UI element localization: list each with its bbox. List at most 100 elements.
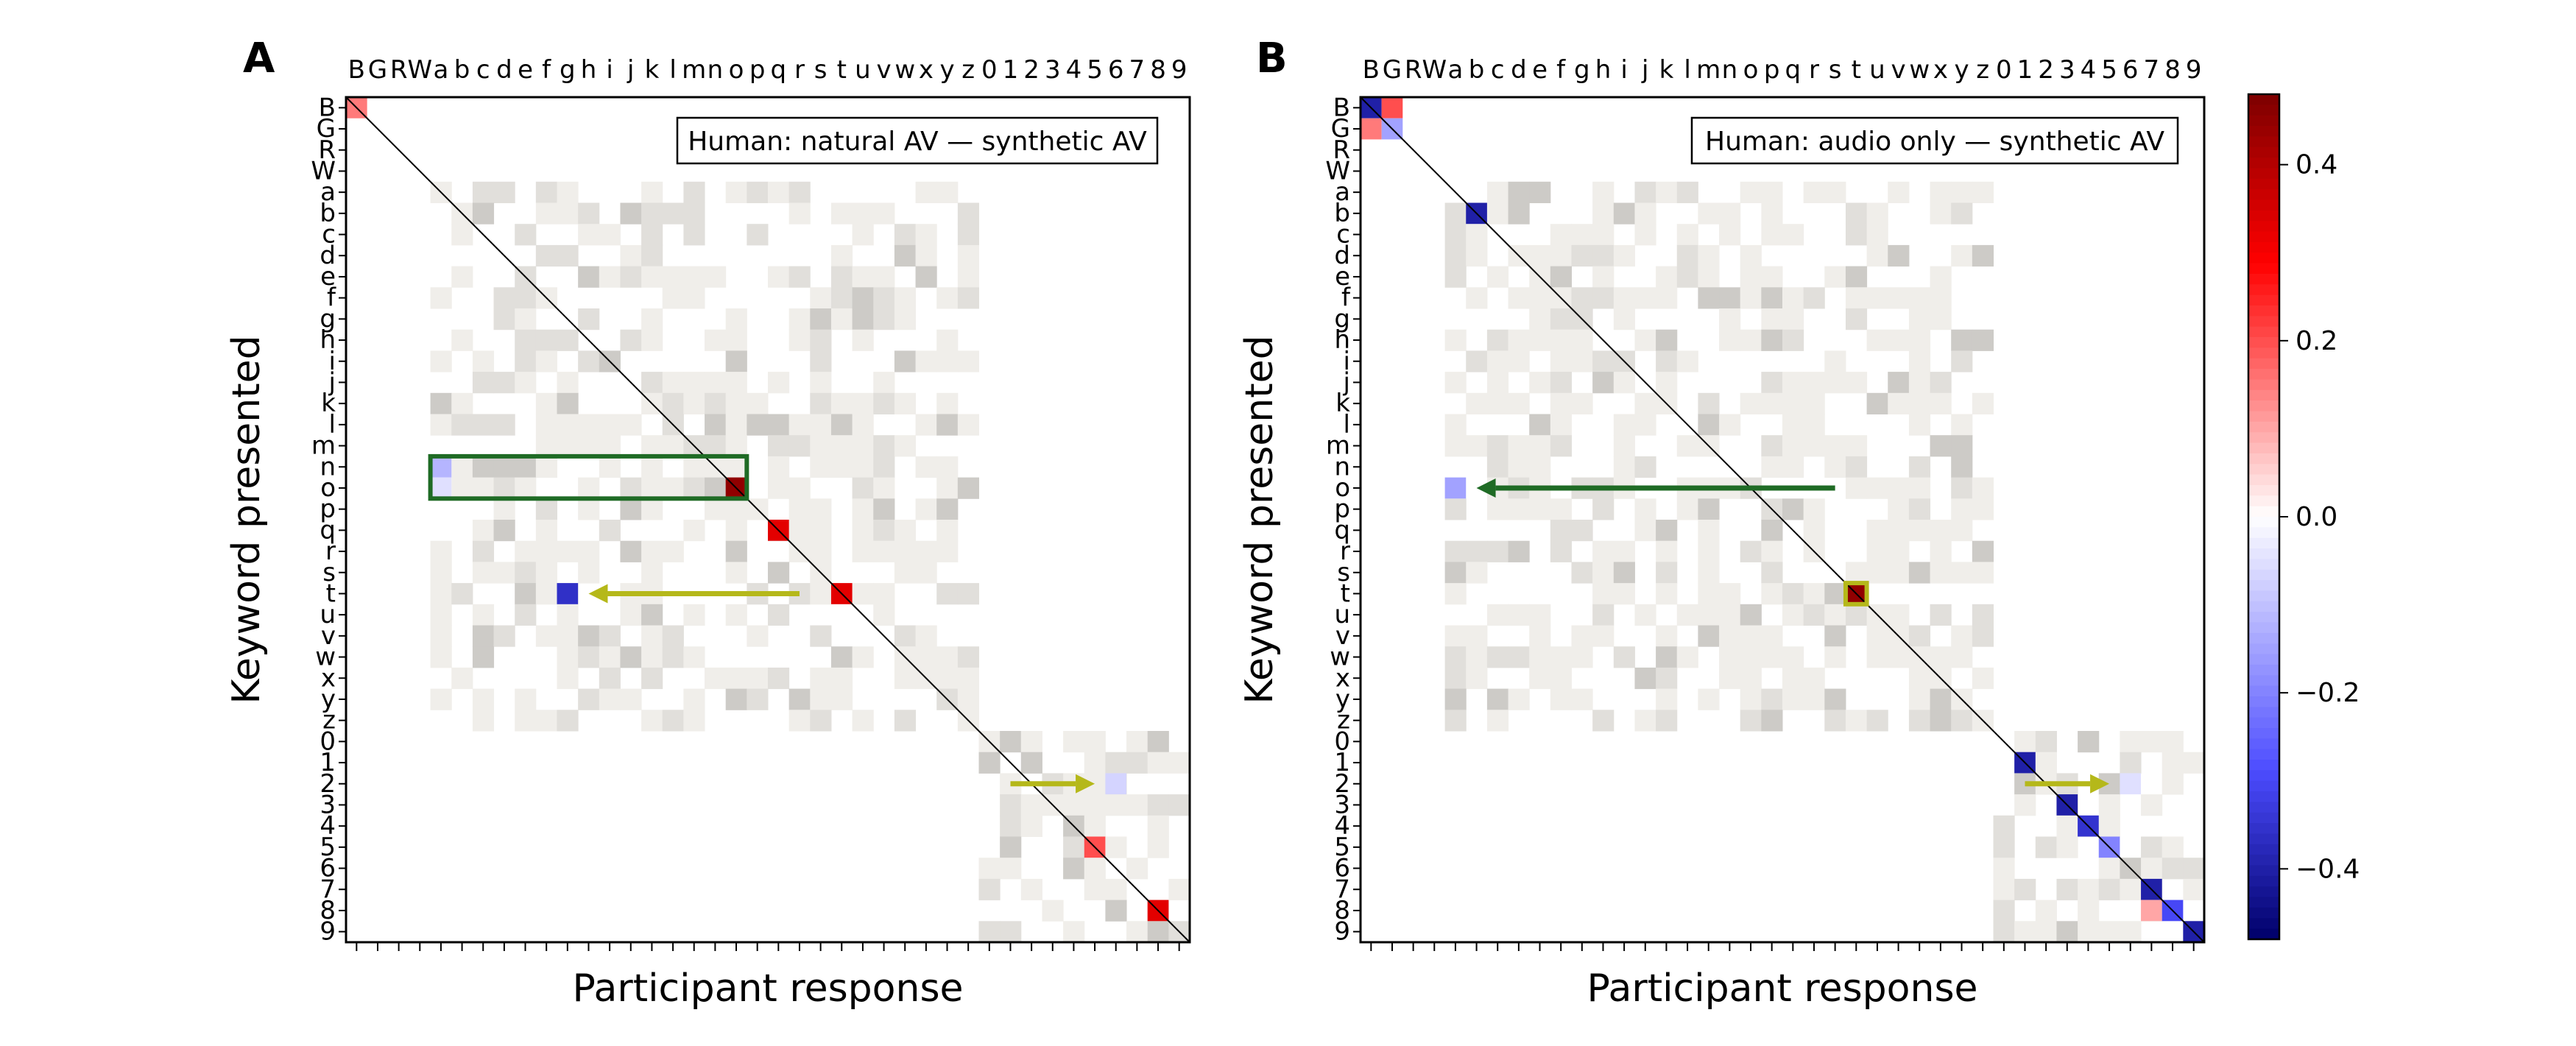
background-cell xyxy=(915,498,937,520)
background-cell xyxy=(1550,308,1572,331)
background-cell xyxy=(430,562,452,584)
background-cell xyxy=(599,456,621,478)
x-tick-label: p xyxy=(749,55,766,85)
background-cell xyxy=(1147,794,1169,816)
background-cell xyxy=(1613,456,1635,478)
background-cell xyxy=(1698,562,1720,584)
background-cell xyxy=(2035,752,2057,774)
background-cell xyxy=(747,224,769,246)
background-cell xyxy=(662,477,684,499)
x-tick-label: v xyxy=(1891,55,1906,85)
colorbar-segment xyxy=(2248,411,2279,423)
colorbar-segment xyxy=(2248,865,2279,877)
background-cell xyxy=(830,392,853,414)
background-cell xyxy=(1508,202,1530,225)
background-cell xyxy=(1782,688,1804,710)
background-cell xyxy=(1908,287,1931,309)
background-cell xyxy=(1126,752,1148,774)
background-cell xyxy=(2098,878,2120,901)
background-cell xyxy=(768,266,790,288)
background-cell xyxy=(873,202,895,225)
background-cell xyxy=(1761,224,1783,246)
background-cell xyxy=(430,625,452,647)
background-cell xyxy=(1529,625,1551,647)
background-cell xyxy=(2183,752,2205,774)
background-cell xyxy=(2014,731,2036,753)
y-tick-label: a xyxy=(1335,177,1350,207)
background-cell xyxy=(1719,646,1741,668)
background-cell xyxy=(1529,329,1551,351)
y-tick-label: v xyxy=(321,621,336,651)
background-cell xyxy=(1803,435,1825,457)
background-cell xyxy=(1908,329,1931,351)
background-cell xyxy=(472,625,495,647)
background-cell xyxy=(620,540,642,562)
background-cell xyxy=(1761,435,1783,457)
x-tick-label: B xyxy=(348,55,365,85)
plot-frame xyxy=(345,96,1191,944)
colorbar-segment xyxy=(2248,537,2279,549)
background-cell xyxy=(683,710,705,732)
background-cell xyxy=(1634,329,1656,351)
background-cell xyxy=(535,710,557,732)
background-cell xyxy=(1845,604,1868,626)
background-cell xyxy=(936,477,959,499)
background-cell xyxy=(1930,266,1952,288)
background-cell xyxy=(1908,688,1931,710)
background-cell xyxy=(1000,731,1022,753)
background-cell xyxy=(1529,308,1551,331)
background-cell xyxy=(705,266,727,288)
background-cell xyxy=(1508,181,1530,203)
heatmap-cell-t-g xyxy=(557,583,579,604)
background-cell xyxy=(451,414,473,436)
y-tick-label: 3 xyxy=(320,790,336,819)
colorbar-segment xyxy=(2248,115,2279,127)
y-tick-label: s xyxy=(1337,558,1350,587)
background-cell xyxy=(1761,372,1783,394)
background-cell xyxy=(1529,414,1551,436)
background-cell xyxy=(1529,456,1551,478)
background-cell xyxy=(641,646,663,668)
background-cell xyxy=(852,392,874,414)
background-cell xyxy=(620,329,642,351)
background-cell xyxy=(1000,858,1022,880)
background-cell xyxy=(451,667,473,690)
x-tick-label: f xyxy=(542,55,551,85)
x-tick-label: r xyxy=(794,55,805,85)
y-tick-label: 5 xyxy=(1334,833,1350,862)
x-tick-label: i xyxy=(606,55,613,85)
x-tick-label: W xyxy=(407,55,432,85)
background-cell xyxy=(1656,181,1678,203)
background-cell xyxy=(1908,456,1931,478)
x-tick-label: 8 xyxy=(1150,55,1166,85)
background-cell xyxy=(1550,350,1572,372)
background-cell xyxy=(493,372,515,394)
background-cell xyxy=(768,667,790,690)
background-cell xyxy=(810,435,832,457)
highlight-arrow-head xyxy=(2090,774,2110,794)
background-cell xyxy=(915,540,937,562)
x-tick-label: G xyxy=(368,55,387,85)
background-cell xyxy=(1571,625,1593,647)
background-cell xyxy=(1782,667,1804,690)
background-cell xyxy=(662,646,684,668)
background-cell xyxy=(472,181,495,203)
background-cell xyxy=(1466,244,1488,267)
background-cell xyxy=(1930,435,1952,457)
background-cell xyxy=(788,308,811,331)
background-cell xyxy=(578,414,600,436)
background-cell xyxy=(535,244,557,267)
y-tick-label: u xyxy=(320,600,336,629)
background-cell xyxy=(662,266,684,288)
background-cell xyxy=(620,646,642,668)
background-cell xyxy=(725,540,747,562)
background-cell xyxy=(1486,710,1509,732)
background-cell xyxy=(1803,520,1825,542)
background-cell xyxy=(1656,329,1678,351)
background-cell xyxy=(557,710,579,732)
background-cell xyxy=(1571,520,1593,542)
background-cell xyxy=(1592,604,1615,626)
background-cell xyxy=(493,625,515,647)
heatmap-cell-2-6 xyxy=(1105,773,1127,795)
background-cell xyxy=(1613,646,1635,668)
